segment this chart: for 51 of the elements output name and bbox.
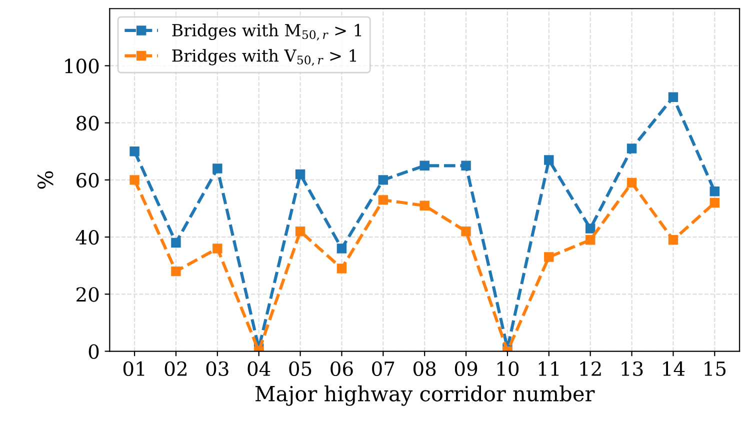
- point: [461, 226, 471, 236]
- y-tick-label: 40: [76, 230, 99, 245]
- point: [585, 224, 596, 234]
- legend-label: Bridges with V$_{50,r}$ > 1: [172, 48, 356, 66]
- point: [544, 252, 554, 262]
- point: [171, 238, 181, 248]
- x-tick-label: 01: [123, 361, 144, 376]
- point: [130, 146, 140, 156]
- x-tick-label: 15: [704, 361, 726, 376]
- point: [378, 195, 388, 205]
- point: [336, 264, 347, 274]
- point: [710, 198, 720, 208]
- point: [171, 266, 181, 276]
- point: [336, 244, 347, 254]
- x-tick-label: 08: [414, 361, 436, 376]
- x-tick-label: 11: [538, 361, 559, 376]
- x-tick-label: 12: [580, 361, 601, 376]
- point: [710, 186, 720, 196]
- point: [420, 200, 430, 210]
- point: [212, 244, 222, 254]
- y-tick-label: 20: [76, 287, 99, 302]
- point: [420, 160, 430, 171]
- x-tick-label: 05: [289, 361, 312, 376]
- point: [668, 235, 678, 245]
- x-tick-label: 10: [497, 361, 519, 376]
- x-tick-label: 09: [454, 361, 478, 376]
- x-tick-label: 02: [164, 361, 186, 376]
- point: [544, 155, 554, 165]
- point: [295, 226, 306, 236]
- y-tick-label: 60: [76, 172, 99, 188]
- point: [585, 235, 596, 245]
- point: [626, 144, 637, 154]
- x-tick-label: 03: [206, 361, 228, 376]
- x-axis-title: Major highway corridor number: [255, 385, 595, 406]
- point: [212, 164, 222, 174]
- x-tick-label: 07: [372, 361, 394, 376]
- point: [130, 175, 140, 185]
- x-tick-label: 06: [330, 361, 353, 376]
- legend-label: Bridges with M$_{50,r}$ > 1: [172, 24, 362, 40]
- x-tick-label: 04: [248, 361, 270, 376]
- point: [295, 169, 306, 180]
- y-axis-title: %: [37, 171, 54, 189]
- point: [461, 160, 471, 171]
- y-tick-label: 100: [65, 58, 99, 74]
- y-tick-label: 80: [76, 116, 99, 130]
- x-tick-label: 14: [663, 361, 685, 376]
- x-tick-label: 13: [622, 361, 643, 376]
- y-tick-label: 0: [88, 344, 99, 359]
- point: [668, 92, 678, 102]
- point: [626, 178, 637, 188]
- point: [378, 175, 388, 185]
